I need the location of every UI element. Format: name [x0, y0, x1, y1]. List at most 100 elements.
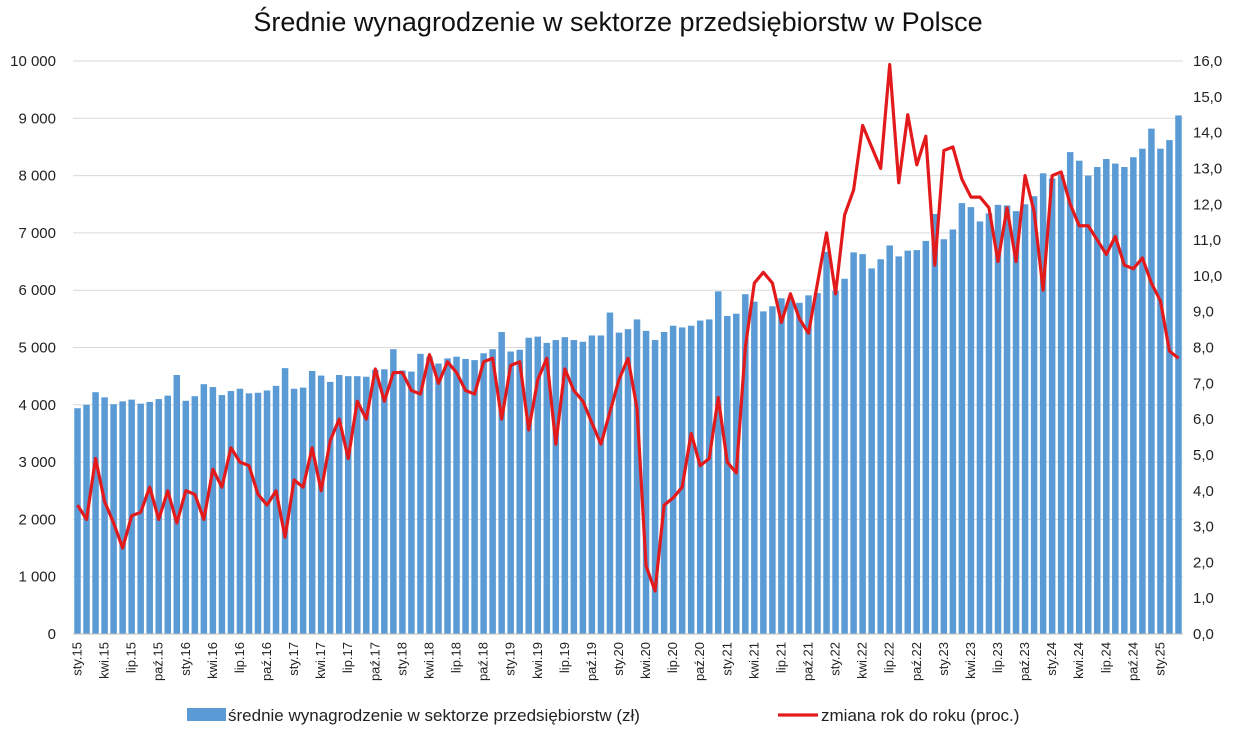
- x-tick-label: sty.19: [503, 642, 518, 676]
- bar: [796, 302, 803, 634]
- x-tick-label: lip.15: [124, 642, 139, 673]
- right-tick-label: 8,0: [1193, 340, 1214, 357]
- bar: [335, 375, 343, 634]
- bar: [399, 370, 406, 634]
- left-tick-label: 4 000: [18, 397, 56, 414]
- bar: [381, 369, 388, 634]
- x-tick-label: sty.21: [719, 642, 734, 676]
- x-tick-label: kwi.18: [421, 642, 436, 679]
- x-tick-label: kwi.22: [855, 642, 870, 679]
- bar: [200, 384, 208, 634]
- bar: [1166, 140, 1173, 634]
- bar: [1057, 175, 1065, 635]
- x-tick-label: paź.19: [584, 642, 599, 681]
- bar: [1084, 175, 1092, 634]
- right-tick-label: 5,0: [1193, 447, 1214, 464]
- bar: [606, 312, 614, 634]
- bar: [254, 392, 262, 634]
- right-tick-label: 3,0: [1193, 519, 1214, 536]
- bar: [886, 245, 893, 635]
- bar: [308, 370, 316, 634]
- bar: [462, 358, 469, 634]
- bar: [1175, 115, 1182, 634]
- x-tick-label: paź.23: [1017, 642, 1032, 681]
- x-tick-label: lip.16: [232, 642, 247, 673]
- bar: [444, 358, 451, 634]
- x-tick-label: paź.18: [476, 642, 491, 681]
- bar: [1030, 196, 1038, 634]
- bar: [985, 213, 993, 634]
- x-tick-label: lip.24: [1098, 642, 1113, 673]
- bar: [1048, 178, 1056, 634]
- bar: [1003, 205, 1011, 634]
- x-tick-label: kwi.17: [313, 642, 328, 679]
- bar: [841, 278, 848, 634]
- x-tick-label: paź.16: [259, 642, 274, 681]
- bar: [281, 368, 289, 634]
- right-tick-label: 10,0: [1193, 268, 1222, 285]
- bar: [615, 332, 623, 634]
- bar: [317, 375, 325, 634]
- bar: [696, 320, 704, 634]
- right-tick-label: 12,0: [1193, 196, 1222, 213]
- bar: [769, 306, 776, 634]
- bar: [290, 388, 298, 634]
- bar: [227, 391, 235, 634]
- bar: [570, 340, 578, 634]
- bar: [1121, 167, 1128, 634]
- bar: [1021, 204, 1029, 634]
- bar: [218, 395, 226, 634]
- bar: [525, 337, 532, 634]
- bar: [940, 239, 948, 634]
- bar: [480, 353, 487, 634]
- bar: [272, 385, 280, 634]
- left-tick-label: 0: [48, 626, 56, 643]
- x-tick-label: paź.17: [367, 642, 382, 681]
- bar: [245, 393, 253, 634]
- bar: [931, 213, 939, 634]
- legend-bar-swatch: [187, 708, 226, 721]
- left-tick-label: 10 000: [10, 53, 56, 70]
- x-tick-label: kwi.24: [1071, 642, 1086, 679]
- right-tick-label: 1,0: [1193, 590, 1214, 607]
- left-tick-label: 7 000: [18, 225, 56, 242]
- bar: [1094, 167, 1101, 634]
- right-tick-label: 9,0: [1193, 304, 1214, 321]
- bar: [471, 360, 478, 634]
- bar: [236, 388, 244, 634]
- bar: [191, 396, 199, 634]
- line-series: [76, 62, 1180, 593]
- bar: [182, 400, 190, 634]
- bar: [408, 371, 415, 634]
- bar: [751, 301, 758, 634]
- bar: [1139, 148, 1146, 634]
- right-tick-label: 6,0: [1193, 411, 1214, 428]
- bar: [552, 340, 560, 634]
- bar: [372, 369, 379, 634]
- bar: [588, 335, 596, 634]
- bar: [1039, 173, 1047, 635]
- bar: [579, 341, 587, 634]
- bar: [660, 332, 668, 634]
- bar: [326, 381, 334, 634]
- left-tick-label: 2 000: [18, 511, 56, 528]
- bar: [354, 376, 361, 634]
- bar: [687, 325, 695, 634]
- bar: [363, 376, 370, 634]
- bar: [1112, 163, 1119, 634]
- bar: [904, 250, 912, 634]
- bar: [507, 351, 514, 634]
- bar: [92, 392, 99, 634]
- left-tick-label: 9 000: [18, 110, 56, 127]
- bar: [543, 342, 551, 634]
- x-tick-label: sty.18: [394, 642, 409, 676]
- bar: [994, 204, 1002, 634]
- bar: [453, 356, 460, 634]
- bar: [1075, 160, 1083, 634]
- bar: [859, 254, 866, 634]
- x-tick-label: kwi.15: [97, 642, 112, 679]
- right-tick-label: 7,0: [1193, 375, 1214, 392]
- bar: [742, 294, 749, 634]
- x-tick-label: paź.21: [800, 642, 815, 681]
- x-tick-label: sty.22: [828, 642, 843, 676]
